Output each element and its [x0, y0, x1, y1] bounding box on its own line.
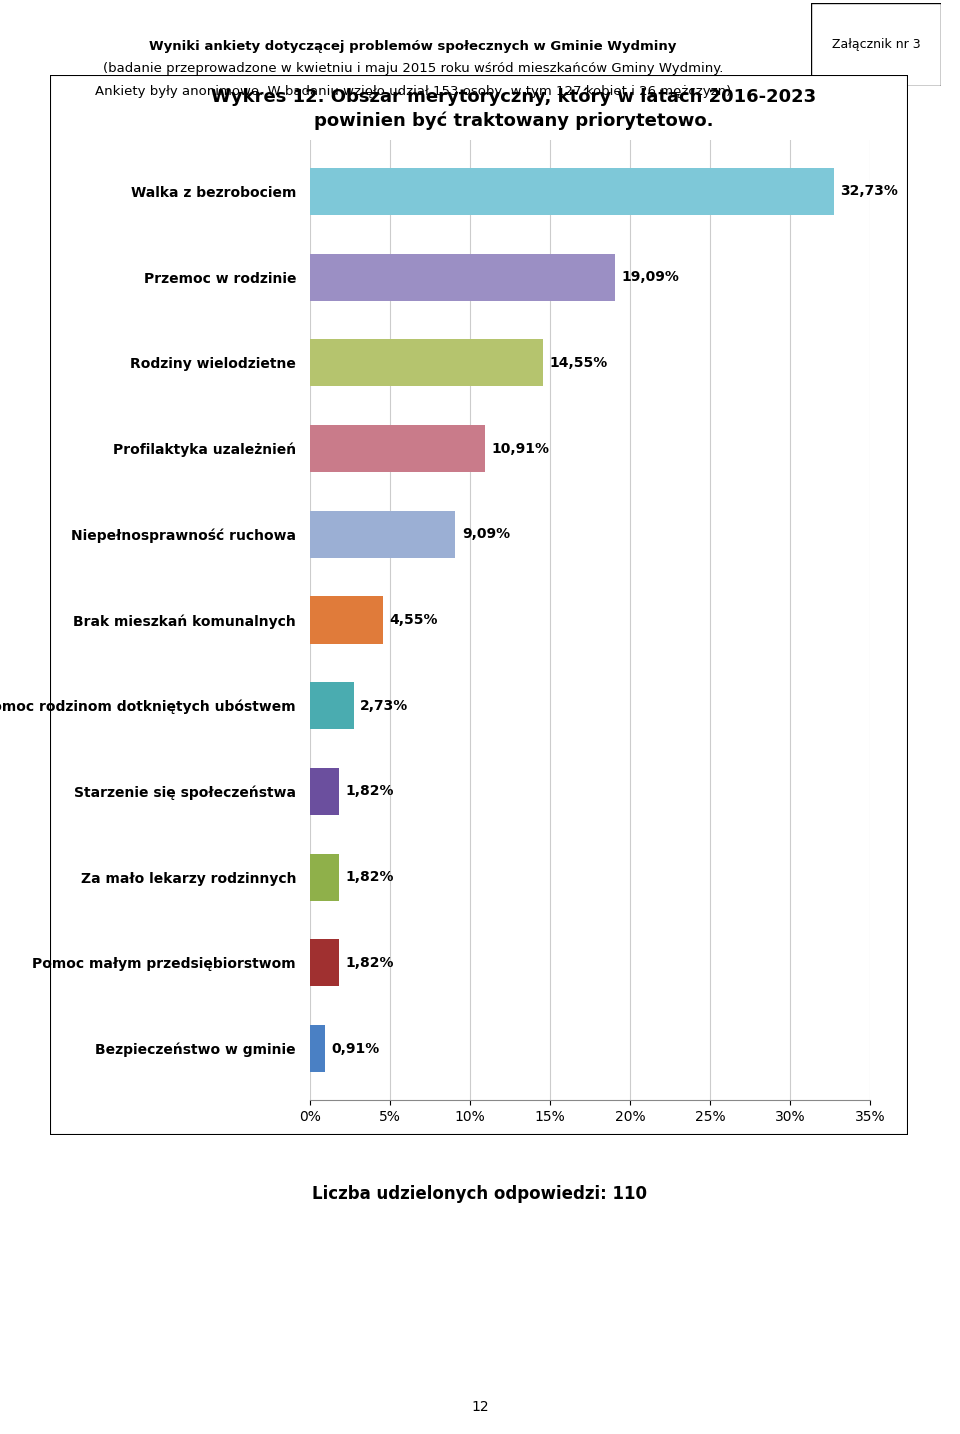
Text: Wyniki ankiety dotyczącej problemów społecznych w Gminie Wydminy: Wyniki ankiety dotyczącej problemów społ…: [149, 40, 677, 53]
Bar: [310, 683, 353, 730]
Text: 14,55%: 14,55%: [549, 356, 608, 370]
Text: Ankiety były anonimowe. W badaniu wzięło udział 153 osoby, w tym 127 kobiet i 26: Ankiety były anonimowe. W badaniu wzięło…: [95, 85, 731, 98]
Bar: [310, 939, 339, 987]
Bar: [310, 424, 485, 472]
Text: 12: 12: [471, 1400, 489, 1414]
Text: 10,91%: 10,91%: [491, 442, 549, 456]
Text: Wykres 12. Obszar merytoryczny, który w latach 2016-2023: Wykres 12. Obszar merytoryczny, który w …: [211, 87, 816, 106]
Text: 0,91%: 0,91%: [331, 1041, 379, 1055]
Bar: [310, 1025, 324, 1073]
Bar: [310, 511, 455, 558]
Text: 4,55%: 4,55%: [389, 612, 438, 627]
Text: 19,09%: 19,09%: [622, 270, 680, 284]
Text: 9,09%: 9,09%: [462, 528, 510, 541]
Text: 2,73%: 2,73%: [360, 698, 408, 713]
Bar: [310, 254, 615, 301]
Text: powinien być traktowany priorytetowo.: powinien być traktowany priorytetowo.: [314, 112, 713, 130]
Text: 32,73%: 32,73%: [840, 185, 898, 198]
Text: 1,82%: 1,82%: [346, 784, 394, 799]
Text: Załącznik nr 3: Załącznik nr 3: [831, 37, 921, 52]
Text: 1,82%: 1,82%: [346, 870, 394, 885]
Text: Liczba udzielonych odpowiedzi: 110: Liczba udzielonych odpowiedzi: 110: [313, 1184, 647, 1203]
Bar: [310, 340, 542, 386]
Text: 1,82%: 1,82%: [346, 956, 394, 969]
Bar: [310, 767, 339, 815]
Bar: [310, 597, 383, 644]
Bar: [310, 168, 833, 215]
Text: (badanie przeprowadzone w kwietniu i maju 2015 roku wśród mieszkańców Gminy Wydm: (badanie przeprowadzone w kwietniu i maj…: [103, 62, 723, 75]
Bar: [310, 853, 339, 901]
